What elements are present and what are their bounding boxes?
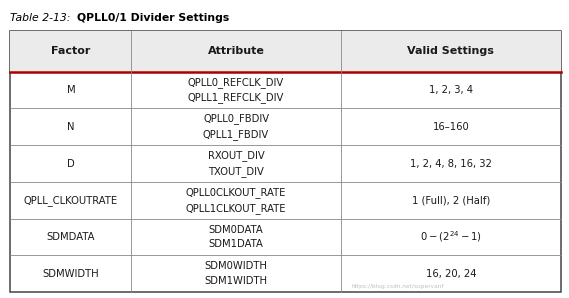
Text: M: M (67, 85, 75, 95)
Text: QPLL0_FBDIV
QPLL1_FBDIV: QPLL0_FBDIV QPLL1_FBDIV (203, 114, 269, 140)
Text: $0 - (2^{24} - 1)$: $0 - (2^{24} - 1)$ (420, 229, 482, 244)
Text: https://blog.csdn.net/supervanf: https://blog.csdn.net/supervanf (352, 284, 444, 289)
Text: QPLL_CLKOUTRATE: QPLL_CLKOUTRATE (24, 195, 118, 206)
Text: 16, 20, 24: 16, 20, 24 (426, 269, 476, 279)
Text: RXOUT_DIV
TXOUT_DIV: RXOUT_DIV TXOUT_DIV (208, 150, 265, 177)
Text: 1, 2, 4, 8, 16, 32: 1, 2, 4, 8, 16, 32 (410, 159, 492, 168)
Text: Valid Settings: Valid Settings (407, 46, 494, 57)
Text: 16–160: 16–160 (432, 122, 469, 132)
Text: Table 2-13:: Table 2-13: (10, 13, 71, 24)
Text: QPLL0/1 Divider Settings: QPLL0/1 Divider Settings (77, 13, 229, 24)
Text: 1 (Full), 2 (Half): 1 (Full), 2 (Half) (412, 195, 490, 205)
Text: SDMDATA: SDMDATA (47, 232, 95, 242)
Text: D: D (67, 159, 75, 168)
Text: QPLL0CLKOUT_RATE
QPLL1CLKOUT_RATE: QPLL0CLKOUT_RATE QPLL1CLKOUT_RATE (186, 187, 286, 214)
Text: SDM0DATA
SDM1DATA: SDM0DATA SDM1DATA (209, 225, 263, 249)
Text: 1, 2, 3, 4: 1, 2, 3, 4 (429, 85, 473, 95)
Bar (10, 31, 561, 72)
Text: Attribute: Attribute (208, 46, 265, 57)
Text: N: N (67, 122, 75, 132)
Text: Factor: Factor (51, 46, 90, 57)
Text: QPLL0_REFCLK_DIV
QPLL1_REFCLK_DIV: QPLL0_REFCLK_DIV QPLL1_REFCLK_DIV (188, 77, 284, 103)
Text: SDM0WIDTH
SDM1WIDTH: SDM0WIDTH SDM1WIDTH (205, 261, 267, 286)
Text: SDMWIDTH: SDMWIDTH (43, 269, 99, 279)
